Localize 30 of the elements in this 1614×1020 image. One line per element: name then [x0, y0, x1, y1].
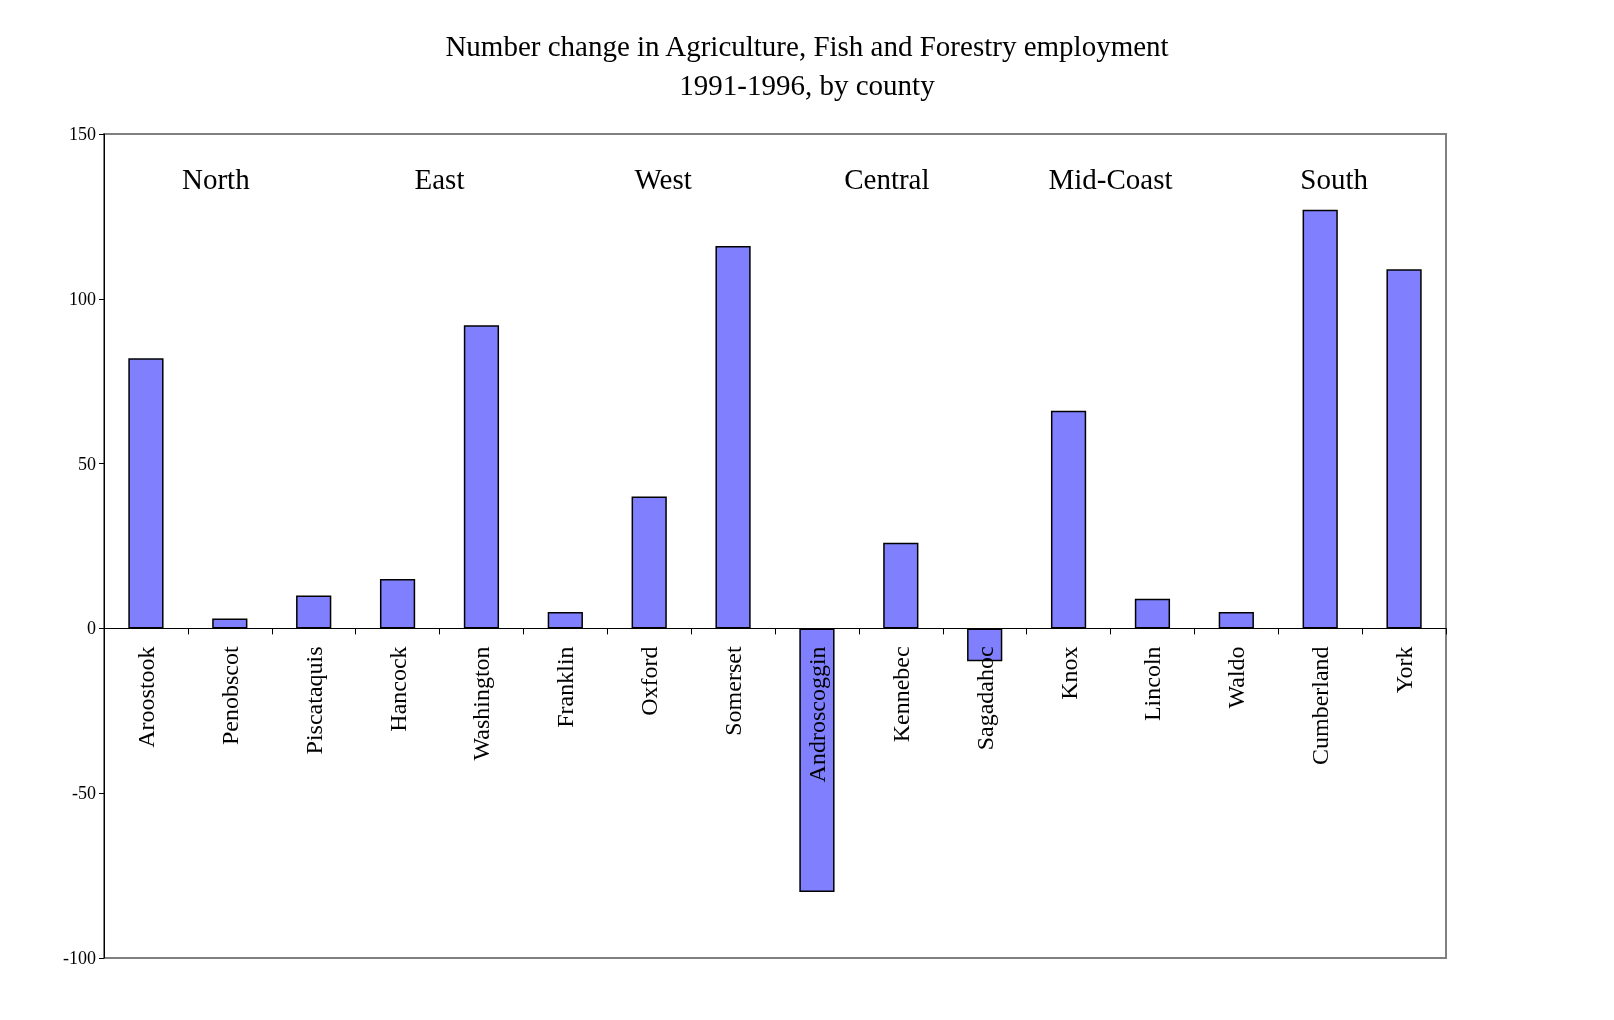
x-tick-label: Knox	[1055, 646, 1082, 700]
annotation: South	[1300, 163, 1369, 196]
x-tick-label: Androscoggin	[803, 646, 830, 783]
x-tick-label: Piscataquis	[300, 646, 327, 755]
y-tick-label: 0	[87, 618, 96, 639]
x-tick-label: Washington	[468, 646, 495, 761]
x-tick-label: York	[1391, 646, 1418, 694]
x-tick-label: Sagadahoc	[971, 646, 998, 751]
x-tick-label: Oxford	[636, 646, 663, 716]
annotation: Central	[844, 163, 930, 196]
x-tick-label: Somerset	[720, 646, 747, 736]
x-tick-label: Cumberland	[1307, 646, 1334, 766]
chart-subtitle: 1991-1996, by county	[679, 68, 936, 101]
y-tick-label: 100	[69, 288, 96, 309]
x-tick-label: Lincoln	[1139, 646, 1166, 722]
y-tick-label: 50	[78, 453, 96, 474]
annotation: East	[414, 163, 465, 196]
chart-title: Number change in Agriculture, Fish and Forestry employment	[445, 29, 1169, 62]
annotation: North	[182, 163, 251, 196]
y-tick-label: 150	[69, 124, 96, 144]
x-tick-label: Hancock	[384, 646, 411, 732]
x-tick-label: Waldo	[1223, 646, 1250, 709]
x-tick-label: Kennebec	[887, 646, 914, 743]
x-tick-label: Penobscot	[216, 646, 243, 746]
x-tick-label: Franklin	[552, 646, 579, 728]
annotation: West	[634, 163, 692, 196]
y-tick-label: -100	[63, 948, 96, 968]
y-tick-label: -50	[72, 783, 96, 804]
x-tick-label: Aroostook	[132, 646, 159, 748]
annotation: Mid-Coast	[1048, 163, 1173, 196]
